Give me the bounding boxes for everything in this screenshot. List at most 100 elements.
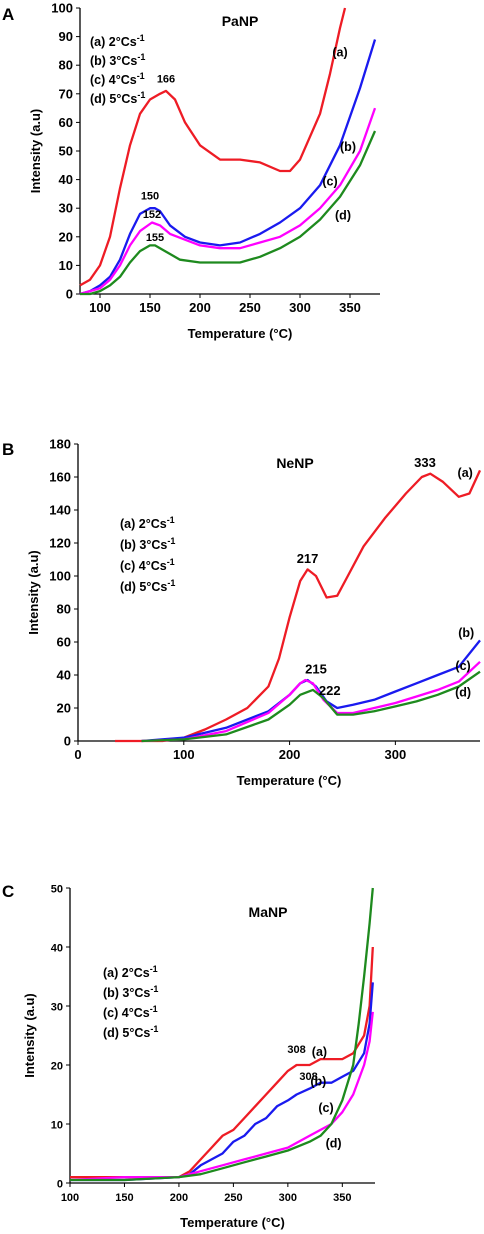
- series-line-d: [80, 130, 377, 296]
- legend-entry: (a) 2°Cs-1: [120, 515, 175, 531]
- peak-label: 215: [305, 661, 327, 676]
- series-line-a: [115, 469, 482, 743]
- legend-entry: (a) 2°Cs-1: [103, 964, 158, 980]
- y-tick-label: 0: [64, 734, 71, 749]
- y-tick-label: 60: [59, 115, 73, 130]
- x-tick-label: 300: [279, 1192, 297, 1204]
- y-tick-label: 20: [51, 1061, 63, 1073]
- x-tick-label: 350: [339, 300, 361, 315]
- y-tick-label: 140: [49, 503, 71, 518]
- y-axis-title: Intensity (a.u): [26, 550, 41, 635]
- legend: (a) 2°Cs-1 (b) 3°Cs-1 (c) 4°Cs-1 (d) 5°Cs-1: [120, 515, 175, 594]
- series-line-b: [70, 982, 374, 1182]
- x-axis-title: Temperature (°C): [180, 1215, 285, 1230]
- legend: (a) 2°Cs-1 (b) 3°Cs-1 (c) 4°Cs-1 (d) 5°Cs-1: [103, 964, 158, 1040]
- legend-entry: (b) 3°Cs-1: [120, 536, 175, 552]
- chart-title: MaNP: [249, 904, 288, 920]
- series-line-d: [141, 670, 481, 743]
- y-tick-label: 30: [59, 201, 73, 216]
- legend-entry: (d) 5°Cs-1: [90, 90, 145, 106]
- legend-entry: (c) 4°Cs-1: [90, 71, 145, 87]
- y-tick-label: 50: [51, 884, 63, 896]
- y-tick-label: 50: [59, 144, 73, 159]
- y-tick-label: 80: [57, 602, 71, 617]
- peak-label: 152: [143, 209, 161, 221]
- legend-entry: (c) 4°Cs-1: [120, 557, 175, 573]
- peak-label: 308: [287, 1044, 305, 1056]
- legend-entry: (a) 2°Cs-1: [90, 33, 145, 49]
- x-tick-label: 250: [224, 1192, 242, 1204]
- curve-label: (d): [326, 1137, 342, 1151]
- curve-label: (c): [455, 659, 470, 673]
- series-line-c: [69, 1011, 374, 1182]
- y-tick-label: 30: [51, 1002, 63, 1014]
- x-tick-label: 0: [74, 747, 81, 762]
- x-tick-label: 250: [239, 300, 261, 315]
- chart-panel-b: B 0 20 40 60 80 100 120 140 160 180 0 100 200 300 Tempe…: [2, 437, 482, 788]
- curve-label: (b): [310, 1075, 326, 1089]
- y-tick-label: 40: [51, 943, 63, 955]
- curve-label: (b): [458, 626, 474, 640]
- x-tick-label: 100: [89, 300, 111, 315]
- x-tick-label: 200: [170, 1192, 188, 1204]
- y-tick-label: 70: [59, 86, 73, 101]
- panel-letter: B: [2, 440, 14, 459]
- peak-label: 308: [299, 1071, 317, 1083]
- y-tick-label: 90: [59, 29, 73, 44]
- curve-label: (c): [322, 174, 337, 188]
- y-tick-label: 160: [49, 470, 71, 485]
- curve-label: (c): [318, 1101, 333, 1115]
- series-line-b: [79, 39, 377, 296]
- x-axis-title: Temperature (°C): [237, 773, 342, 788]
- curve-label: (a): [332, 46, 347, 60]
- legend-entry: (d) 5°Cs-1: [120, 578, 175, 594]
- peak-label: 333: [414, 455, 436, 470]
- curve-label: (a): [312, 1045, 327, 1059]
- y-tick-label: 10: [59, 258, 73, 273]
- peak-label: 166: [157, 73, 175, 85]
- curve-label: (b): [340, 140, 356, 154]
- x-tick-label: 200: [189, 300, 211, 315]
- series-line-a: [70, 946, 374, 1179]
- legend-entry: (d) 5°Cs-1: [103, 1024, 158, 1040]
- x-tick-label: 100: [61, 1192, 79, 1204]
- y-tick-label: 100: [49, 569, 71, 584]
- y-tick-label: 40: [59, 172, 73, 187]
- x-tick-label: 100: [173, 747, 195, 762]
- y-axis-title: Intensity (a.u): [28, 109, 43, 194]
- chart-panel-c: C 0 10 20 30 40 50 100 150 200 250 300 350 Temperatur…: [2, 882, 375, 1230]
- y-tick-label: 0: [66, 287, 73, 302]
- y-tick-label: 60: [57, 635, 71, 650]
- x-tick-label: 200: [279, 747, 301, 762]
- y-tick-label: 10: [51, 1120, 63, 1132]
- series-line-c: [79, 107, 377, 296]
- x-tick-label: 350: [333, 1192, 351, 1204]
- x-axis-title: Temperature (°C): [188, 326, 293, 341]
- y-tick-label: 20: [57, 701, 71, 716]
- legend: (a) 2°Cs-1 (b) 3°Cs-1 (c) 4°Cs-1 (d) 5°Cs-1: [90, 33, 145, 106]
- y-axis-title: Intensity (a.u): [22, 993, 37, 1078]
- y-tick-label: 40: [57, 668, 71, 683]
- legend-entry: (c) 4°Cs-1: [103, 1004, 158, 1020]
- y-tick-label: 0: [57, 1179, 63, 1191]
- legend-entry: (b) 3°Cs-1: [90, 52, 145, 68]
- curve-label: (d): [335, 209, 351, 223]
- y-tick-label: 80: [59, 58, 73, 73]
- peak-label: 217: [297, 551, 319, 566]
- chart-title: NeNP: [276, 455, 313, 471]
- legend-entry: (b) 3°Cs-1: [103, 984, 158, 1000]
- series-line-a: [79, 7, 347, 287]
- peak-label: 222: [319, 683, 341, 698]
- chart-title: PaNP: [222, 13, 259, 29]
- x-tick-label: 300: [289, 300, 311, 315]
- y-tick-label: 180: [49, 437, 71, 452]
- curve-label: (a): [458, 466, 473, 480]
- curve-label: (d): [455, 685, 471, 699]
- peak-label: 150: [141, 191, 159, 203]
- x-tick-label: 150: [139, 300, 161, 315]
- panel-letter: C: [2, 882, 14, 901]
- y-tick-label: 120: [49, 536, 71, 551]
- x-tick-label: 150: [115, 1192, 133, 1204]
- panel-letter: A: [2, 5, 14, 24]
